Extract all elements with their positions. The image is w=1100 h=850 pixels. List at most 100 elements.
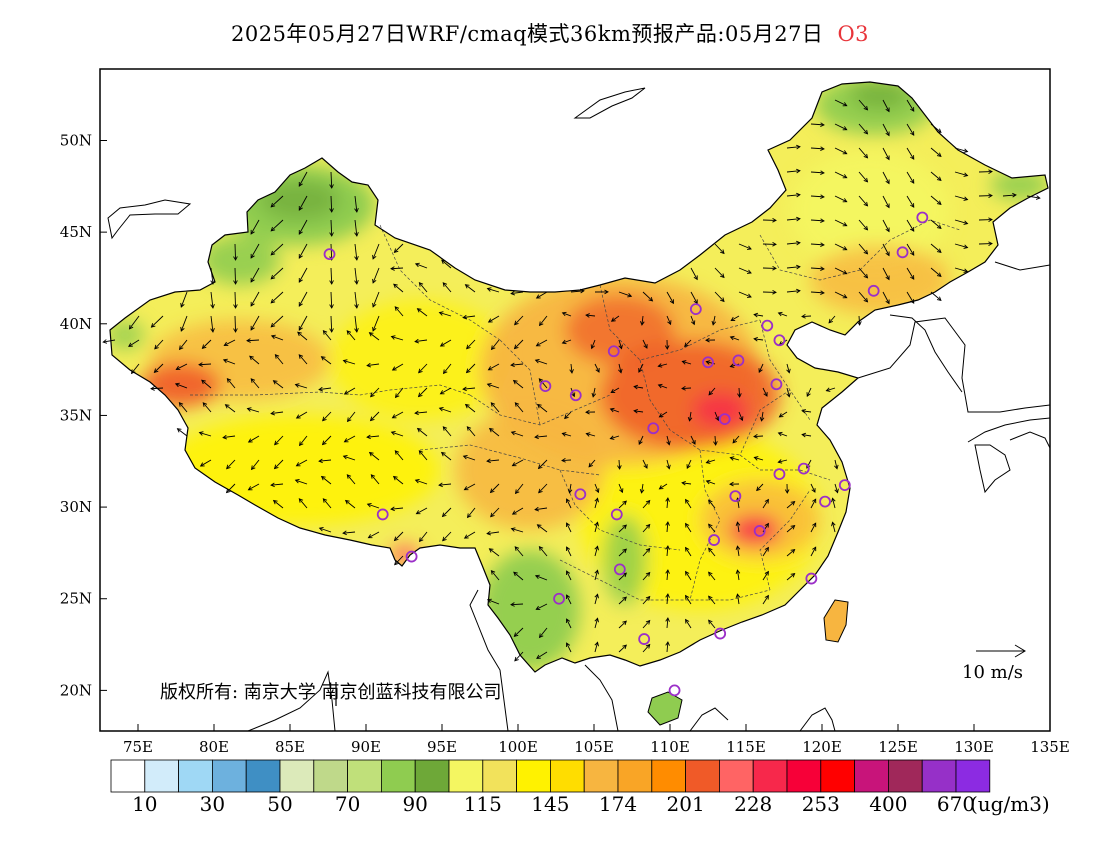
- station-marker: [838, 479, 851, 491]
- colorbar-label: 90: [402, 792, 428, 816]
- lon-tick-label: 95E: [427, 738, 457, 756]
- lon-tick-label: 75E: [123, 738, 153, 756]
- lon-tick-label: 80E: [199, 738, 229, 756]
- station-marker: [819, 495, 831, 508]
- lon-tick-label: 110E: [650, 738, 690, 756]
- map-title: 2025年05月27日WRF/cmaq模式36km预报产品:05月27日 O3: [0, 18, 1100, 48]
- station-marker: [647, 422, 660, 435]
- colorbar-swatch: [178, 759, 213, 793]
- neighbor-coastlines: [107, 87, 1050, 731]
- station-marker: [773, 468, 786, 480]
- station-marker: [574, 488, 587, 501]
- station-marker: [708, 534, 720, 546]
- lon-tick-label: 135E: [1030, 738, 1070, 756]
- colorbar-swatch: [651, 759, 686, 793]
- lon-tick-label: 100E: [498, 738, 538, 756]
- wind-reference-arrow: [976, 644, 1026, 658]
- station-marker: [896, 246, 909, 259]
- lon-tick-label: 85E: [275, 738, 305, 756]
- station-marker: [867, 284, 880, 297]
- station-marker: [638, 633, 651, 645]
- lon-tick-label: 125E: [878, 738, 918, 756]
- station-marker: [770, 378, 783, 391]
- colorbar-label: 115: [463, 792, 502, 816]
- station-marker: [376, 508, 389, 521]
- station-marker: [610, 508, 623, 521]
- colorbar-swatch: [955, 759, 991, 793]
- colorbar-label: 253: [801, 792, 840, 816]
- province-boundaries: [190, 219, 961, 601]
- colorbar-swatch: [245, 759, 281, 793]
- station-marker: [539, 380, 552, 393]
- title-main: 2025年05月27日WRF/cmaq模式36km预报产品:05月27日: [230, 22, 824, 46]
- station-marker: [405, 550, 418, 563]
- station-marker: [732, 354, 745, 367]
- colorbar-swatch: [347, 759, 382, 793]
- station-marker: [797, 462, 810, 475]
- colorbar-label: 174: [598, 792, 638, 816]
- lat-tick-label: 35N: [60, 406, 92, 424]
- station-marker: [773, 334, 786, 347]
- lat-tick-label: 25N: [60, 590, 92, 608]
- colorbar-swatch: [414, 759, 450, 793]
- lat-tick-label: 40N: [60, 315, 92, 333]
- station-marker: [613, 563, 626, 576]
- longitude-axis: 75E 80E 85E 90E 95E 100E 105E 110E 115E 120E 125E 1…: [123, 724, 1070, 756]
- colorbar-label: 70: [334, 792, 361, 816]
- lon-tick-label: 105E: [574, 738, 614, 756]
- colorbar-swatch: [921, 759, 957, 793]
- colorbar-label: 228: [734, 792, 773, 816]
- colorbar-swatch: [583, 759, 619, 793]
- lon-tick-label: 115E: [726, 738, 766, 756]
- latitude-axis: 50N 45N 40N 35N 30N 25N 20N: [60, 131, 107, 699]
- colorbar-swatch: [110, 759, 146, 793]
- colorbar-swatch: [786, 759, 822, 793]
- station-marker: [702, 356, 714, 369]
- station-marker: [916, 211, 929, 224]
- colorbar-swatch: [448, 759, 484, 793]
- colorbar-label: 50: [267, 792, 293, 816]
- colorbar: [110, 759, 991, 793]
- station-marker: [718, 413, 731, 426]
- colorbar-label: 145: [531, 792, 570, 816]
- lon-tick-label: 120E: [802, 738, 842, 756]
- title-pollutant: O3: [837, 22, 870, 46]
- copyright-text: 版权所有: 南京大学 南京创蓝科技有限公司: [160, 682, 502, 703]
- wind-reference-label: 10 m/s: [962, 662, 1023, 683]
- station-marker: [668, 684, 681, 697]
- colorbar-swatch: [482, 759, 517, 793]
- taiwan-island: [823, 599, 849, 643]
- station-marker: [689, 303, 702, 316]
- station-marker: [805, 572, 818, 585]
- colorbar-label: 201: [666, 792, 705, 816]
- station-marker: [729, 490, 742, 502]
- colorbar-swatch: [144, 759, 180, 793]
- colorbar-swatch: [313, 759, 348, 793]
- station-marker: [569, 389, 582, 402]
- station-marker: [714, 627, 727, 640]
- colorbar-swatch: [380, 759, 416, 793]
- wind-vector-field: [102, 99, 1041, 662]
- colorbar-swatch: [752, 759, 788, 793]
- station-marker: [607, 345, 620, 358]
- lat-tick-label: 20N: [60, 681, 92, 699]
- colorbar-swatch: [854, 759, 889, 793]
- station-marker: [753, 525, 766, 537]
- station-marker: [323, 248, 336, 261]
- colorbar-label: 30: [199, 792, 226, 816]
- colorbar-swatch: [685, 759, 720, 793]
- lat-tick-label: 45N: [60, 223, 92, 241]
- colorbar-swatch: [719, 759, 754, 793]
- hainan-island: [647, 691, 683, 726]
- colorbar-swatch: [516, 759, 551, 793]
- colorbar-swatch: [820, 759, 855, 793]
- station-marker: [761, 319, 774, 332]
- colorbar-label: 10: [132, 792, 158, 816]
- lat-tick-label: 50N: [60, 131, 92, 149]
- colorbar-swatch: [550, 759, 585, 793]
- colorbar-label: 670: [936, 792, 976, 816]
- lat-tick-label: 30N: [60, 498, 92, 516]
- colorbar-swatch: [279, 759, 315, 793]
- colorbar-unit: (ug/m3): [970, 792, 1050, 816]
